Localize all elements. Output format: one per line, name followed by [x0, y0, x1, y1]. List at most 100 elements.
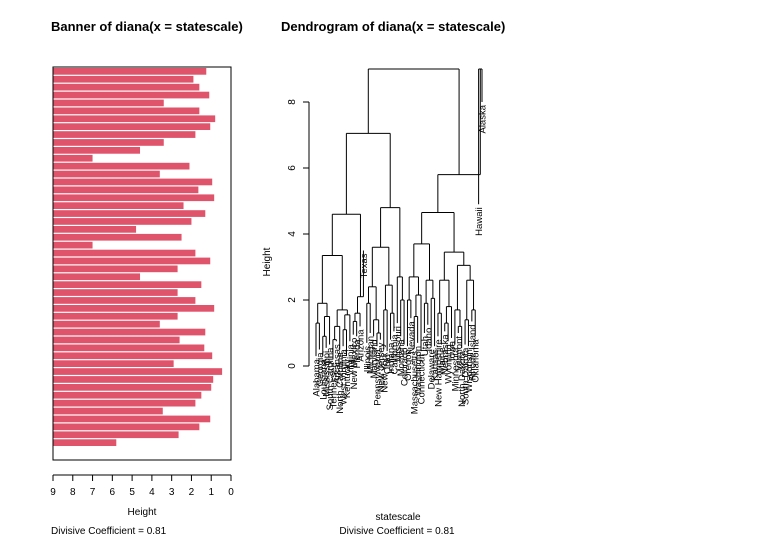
- dendrogram-tick-label: 8: [287, 99, 298, 105]
- dendrogram-leaf-label: New York: [379, 352, 390, 392]
- banner-bar: [53, 170, 160, 178]
- dendrogram-leaf-label: Tennessee: [328, 362, 339, 408]
- banner-bars: [53, 68, 223, 446]
- banner-bar: [53, 241, 93, 249]
- dendrogram-leaf-label: Nebraska: [440, 334, 451, 375]
- banner-tick-label: 3: [169, 487, 175, 498]
- banner-bar: [53, 123, 211, 130]
- dendrogram-title: Dendrogram of diana(x = statescale): [281, 19, 505, 34]
- banner-bar: [53, 68, 207, 75]
- banner-bar: [53, 368, 223, 375]
- dendrogram-leaf-label: Florida: [352, 339, 363, 369]
- dendrogram-leaf-label: Ohio: [383, 354, 394, 374]
- banner-bar: [53, 297, 196, 304]
- dendrogram-leaf-label: Illinois: [362, 346, 373, 373]
- banner-chart: Banner of diana(x = statescale) 9 8 7 6 5 4 3 2…: [50, 19, 243, 537]
- banner-bar: [53, 305, 215, 312]
- banner-tick-label: 5: [129, 487, 135, 498]
- dendrogram-tick-label: 4: [287, 231, 298, 237]
- dendrogram-leaf-label: Massachusetts: [410, 351, 421, 415]
- banner-plot-frame: [52, 66, 232, 461]
- banner-bar: [53, 249, 196, 257]
- dendrogram-leaf-label: Connecticut: [417, 354, 428, 405]
- banner-bar: [53, 233, 182, 241]
- banner-tick-label: 6: [110, 487, 116, 498]
- banner-bar: [53, 226, 137, 233]
- banner-bar: [53, 399, 196, 407]
- dendrogram-leaf-label: Utah: [420, 336, 431, 356]
- dendrogram-leaf-label: New Mexico: [349, 338, 360, 390]
- dendrogram-leaf-label: Wyoming: [444, 344, 455, 384]
- banner-bar: [53, 107, 200, 115]
- banner-tick-label: 7: [90, 487, 96, 498]
- banner-tick-label: 1: [208, 487, 214, 498]
- dendrogram-leaf-label: Georgia: [315, 352, 326, 387]
- dendrogram-tick-label: 6: [287, 165, 298, 171]
- banner-bar: [53, 423, 200, 431]
- banner-x-label: Height: [128, 507, 157, 518]
- banner-bar: [53, 139, 164, 146]
- banner-footer: Divisive Coefficient = 0.81: [51, 526, 167, 537]
- dendrogram-y-label: Height: [262, 247, 273, 276]
- banner-bar: [53, 265, 178, 273]
- banner-bar: [53, 202, 184, 209]
- banner-bar: [53, 281, 202, 288]
- banner-bar: [53, 147, 141, 154]
- dendrogram-leaf-label: Delaware: [427, 349, 438, 389]
- banner-bar: [53, 194, 215, 202]
- banner-tick-label: 0: [228, 487, 234, 498]
- dendrogram-leaf-label: Montana: [396, 339, 407, 377]
- dendrogram-leaf-label: Michigan: [366, 336, 377, 374]
- banner-tick-label: 9: [50, 487, 56, 498]
- dendrogram-leaf-label: Virginia: [345, 344, 356, 376]
- banner-bar: [53, 312, 178, 320]
- dendrogram-leaf-label: Kentucky: [342, 359, 353, 398]
- dendrogram-leaf-label: Louisiana: [318, 358, 329, 399]
- banner-bar: [53, 431, 179, 439]
- banner-x-axis: 9 8 7 6 5 4 3 2 1 0: [50, 474, 234, 498]
- dendrogram-leaf-label: Iowa: [447, 340, 458, 361]
- dendrogram-leaf-label: North Dakota: [457, 350, 468, 407]
- dendrogram-leaf-label: Maine: [437, 348, 448, 374]
- dendrogram-leaf-label: California: [389, 334, 400, 375]
- dendrogram-leaf-label: Oregon: [403, 349, 414, 381]
- dendrogram-leaf-label: Mississippi: [322, 351, 333, 397]
- dendrogram-leaf-label: New Hampshire: [433, 339, 444, 407]
- dendrogram-leaf-label: Minnesota: [450, 347, 461, 392]
- banner-bar: [53, 178, 213, 186]
- banner-bar: [53, 336, 180, 344]
- dendrogram-leaf-label: Arizona: [356, 329, 367, 362]
- banner-bar: [53, 75, 194, 83]
- dendrogram-footer: Divisive Coefficient = 0.81: [339, 526, 455, 537]
- banner-bar: [53, 376, 214, 383]
- dendrogram-leaf-label: New Jersey: [376, 342, 387, 392]
- banner-bar: [53, 210, 206, 217]
- dendrogram-tree: [315, 68, 483, 360]
- banner-bar: [53, 352, 213, 360]
- dendrogram-leaf-label: Idaho: [423, 328, 434, 352]
- dendrogram-leaf-label: Arkansas: [332, 344, 343, 384]
- dendrogram-leaf-label: Maryland: [369, 339, 380, 378]
- dendrogram-chart: Dendrogram of diana(x = statescale) 0 2 4 6…: [262, 19, 505, 537]
- banner-bar: [53, 360, 174, 367]
- banner-bar: [53, 218, 192, 225]
- banner-bar: [53, 415, 211, 423]
- banner-bar: [53, 154, 93, 162]
- dendrogram-leaf-label: West Virginia: [339, 348, 350, 404]
- dendrogram-leaf-label: Pennsylvania: [372, 348, 383, 405]
- dendrogram-leaf-labels: AlabamaGeorgiaLouisianaMississippiSouth …: [312, 104, 489, 414]
- banner-bar: [53, 257, 211, 265]
- dendrogram-leaf-label: Alaska: [478, 104, 489, 133]
- dendrogram-leaf-label: Texas: [359, 253, 370, 278]
- banner-bar: [53, 186, 199, 194]
- banner-bar: [53, 91, 210, 99]
- banner-bar: [53, 289, 178, 296]
- banner-bar: [53, 115, 216, 123]
- dendrogram-leaf-label: North Carolina: [335, 352, 346, 414]
- banner-tick-label: 2: [189, 487, 195, 498]
- banner-bar: [53, 131, 196, 138]
- banner-tick-label: 8: [70, 487, 76, 498]
- banner-bar: [53, 407, 163, 415]
- banner-tick-label: 4: [149, 487, 155, 498]
